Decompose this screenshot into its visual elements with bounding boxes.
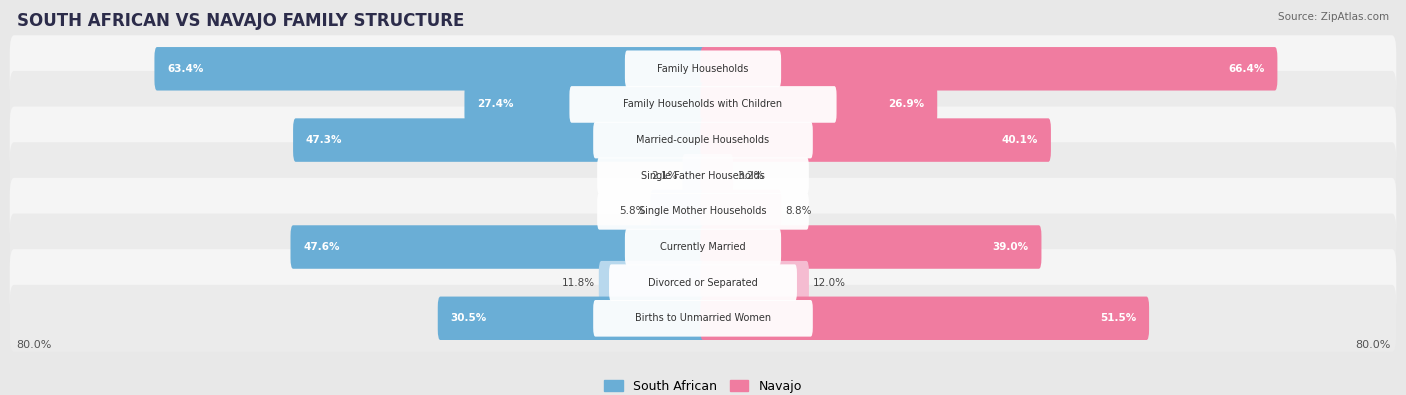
Text: 63.4%: 63.4% xyxy=(167,64,204,74)
FancyBboxPatch shape xyxy=(10,285,1396,352)
FancyBboxPatch shape xyxy=(682,154,706,198)
FancyBboxPatch shape xyxy=(609,264,797,301)
FancyBboxPatch shape xyxy=(569,86,837,123)
FancyBboxPatch shape xyxy=(10,71,1396,138)
FancyBboxPatch shape xyxy=(10,178,1396,245)
FancyBboxPatch shape xyxy=(10,249,1396,316)
FancyBboxPatch shape xyxy=(599,261,706,305)
Text: 80.0%: 80.0% xyxy=(15,340,51,350)
FancyBboxPatch shape xyxy=(700,225,1042,269)
Text: Divorced or Separated: Divorced or Separated xyxy=(648,278,758,288)
FancyBboxPatch shape xyxy=(292,118,706,162)
Text: 47.3%: 47.3% xyxy=(307,135,343,145)
Text: 12.0%: 12.0% xyxy=(813,278,846,288)
Text: Family Households with Children: Family Households with Children xyxy=(623,100,783,109)
Text: Family Households: Family Households xyxy=(658,64,748,74)
Legend: South African, Navajo: South African, Navajo xyxy=(599,375,807,395)
Text: 80.0%: 80.0% xyxy=(1355,340,1391,350)
FancyBboxPatch shape xyxy=(464,83,706,126)
Text: 51.5%: 51.5% xyxy=(1099,313,1136,324)
Text: Source: ZipAtlas.com: Source: ZipAtlas.com xyxy=(1278,12,1389,22)
Text: 26.9%: 26.9% xyxy=(889,100,924,109)
FancyBboxPatch shape xyxy=(700,261,808,305)
FancyBboxPatch shape xyxy=(700,190,782,233)
FancyBboxPatch shape xyxy=(437,297,706,340)
FancyBboxPatch shape xyxy=(700,297,1149,340)
Text: 30.5%: 30.5% xyxy=(451,313,486,324)
FancyBboxPatch shape xyxy=(291,225,706,269)
Text: Births to Unmarried Women: Births to Unmarried Women xyxy=(636,313,770,324)
FancyBboxPatch shape xyxy=(624,229,782,265)
Text: SOUTH AFRICAN VS NAVAJO FAMILY STRUCTURE: SOUTH AFRICAN VS NAVAJO FAMILY STRUCTURE xyxy=(17,12,464,30)
FancyBboxPatch shape xyxy=(700,154,733,198)
Text: 2.1%: 2.1% xyxy=(651,171,678,181)
Text: 3.2%: 3.2% xyxy=(738,171,763,181)
FancyBboxPatch shape xyxy=(598,158,808,194)
Text: 8.8%: 8.8% xyxy=(786,206,813,216)
FancyBboxPatch shape xyxy=(700,47,1278,90)
FancyBboxPatch shape xyxy=(155,47,706,90)
FancyBboxPatch shape xyxy=(10,107,1396,173)
FancyBboxPatch shape xyxy=(624,51,782,87)
Text: 5.8%: 5.8% xyxy=(620,206,647,216)
FancyBboxPatch shape xyxy=(10,214,1396,280)
Text: 27.4%: 27.4% xyxy=(478,100,513,109)
Text: 47.6%: 47.6% xyxy=(304,242,340,252)
Text: Single Father Households: Single Father Households xyxy=(641,171,765,181)
FancyBboxPatch shape xyxy=(598,193,808,229)
Text: Currently Married: Currently Married xyxy=(661,242,745,252)
Text: Single Mother Households: Single Mother Households xyxy=(640,206,766,216)
FancyBboxPatch shape xyxy=(593,122,813,158)
FancyBboxPatch shape xyxy=(593,300,813,337)
Text: 40.1%: 40.1% xyxy=(1001,135,1038,145)
FancyBboxPatch shape xyxy=(700,118,1050,162)
Text: 11.8%: 11.8% xyxy=(561,278,595,288)
Text: Married-couple Households: Married-couple Households xyxy=(637,135,769,145)
FancyBboxPatch shape xyxy=(700,83,938,126)
FancyBboxPatch shape xyxy=(10,35,1396,102)
Text: 66.4%: 66.4% xyxy=(1227,64,1264,74)
Text: 39.0%: 39.0% xyxy=(993,242,1029,252)
FancyBboxPatch shape xyxy=(10,142,1396,209)
FancyBboxPatch shape xyxy=(651,190,706,233)
